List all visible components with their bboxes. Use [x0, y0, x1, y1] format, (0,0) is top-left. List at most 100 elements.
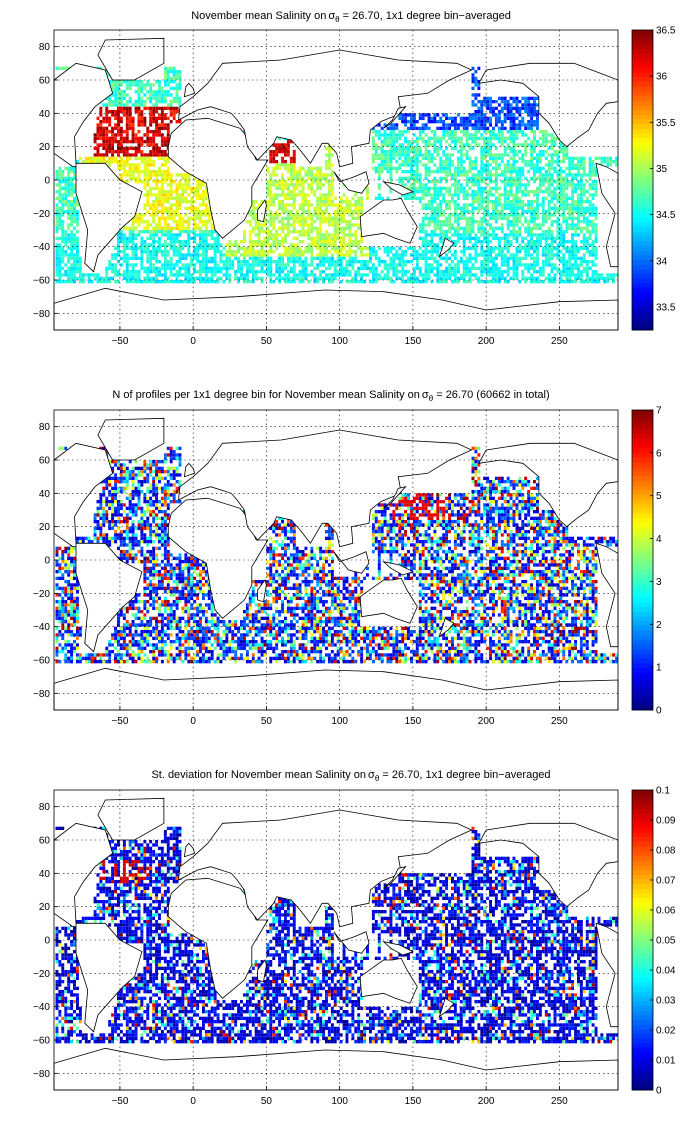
heat-cell — [559, 250, 563, 254]
heat-cell — [474, 143, 478, 147]
heat-cell — [518, 263, 522, 267]
heat-cell — [506, 240, 510, 244]
heat-cell — [565, 153, 569, 157]
heat-cell — [119, 106, 123, 111]
heat-cell — [266, 256, 270, 261]
heat-cell — [433, 213, 437, 217]
heat-cell — [436, 190, 440, 194]
heat-cell — [547, 170, 551, 174]
heat-cell — [166, 103, 170, 107]
heat-cell — [295, 273, 299, 277]
heat-cell — [325, 153, 328, 157]
heat-cell — [415, 266, 419, 271]
heat-cell — [117, 146, 120, 151]
heat-cell — [193, 246, 197, 251]
heat-cell — [541, 270, 545, 274]
heat-cell — [251, 230, 255, 234]
heat-cell — [87, 160, 91, 164]
heat-cell — [577, 170, 580, 174]
heat-cell — [178, 120, 182, 124]
heat-cell — [521, 153, 525, 157]
heat-cell — [486, 163, 490, 167]
heat-cell — [163, 246, 167, 251]
heat-cell — [386, 170, 390, 174]
heat-cell — [166, 213, 170, 217]
heat-cell — [327, 220, 331, 224]
heat-cell — [506, 103, 510, 107]
heat-cell — [163, 126, 167, 131]
heat-cell — [105, 113, 109, 117]
heat-cell — [152, 110, 156, 114]
heat-cell — [395, 133, 399, 137]
heat-cell — [374, 170, 378, 174]
heat-cell — [143, 270, 147, 274]
heat-cell — [330, 186, 334, 191]
heat-cell — [524, 133, 528, 137]
heat-cell — [492, 153, 495, 157]
heat-cell — [480, 126, 484, 131]
heat-cell — [298, 263, 302, 267]
heat-cell — [398, 113, 402, 117]
heat-cell — [436, 180, 440, 184]
heat-cell — [483, 146, 487, 151]
heat-cell — [497, 153, 501, 157]
heat-cell — [345, 203, 349, 207]
heat-cell — [284, 166, 287, 171]
heat-cell — [292, 253, 296, 257]
heat-cell — [143, 213, 147, 217]
heat-cell — [421, 193, 425, 197]
heat-cell — [544, 243, 548, 247]
heat-cell — [128, 120, 132, 124]
heat-cell — [111, 113, 115, 117]
heat-cell — [114, 133, 118, 137]
heat-cell — [568, 183, 572, 187]
heat-cell — [366, 190, 369, 194]
heat-cell — [439, 246, 443, 251]
heat-cell — [160, 210, 164, 214]
heat-cell — [527, 163, 531, 167]
heat-cell — [78, 273, 82, 277]
heat-cell — [442, 196, 446, 201]
heat-cell — [263, 216, 267, 221]
heat-cell — [433, 140, 437, 144]
heat-cell — [489, 173, 493, 177]
heat-cell — [363, 266, 367, 271]
heat-cell — [433, 146, 437, 151]
heat-cell — [386, 136, 390, 141]
heat-cell — [486, 150, 490, 154]
heat-cell — [574, 163, 578, 167]
heat-cell — [544, 156, 548, 161]
heat-cell — [401, 146, 405, 151]
heat-cell — [301, 266, 305, 271]
heat-cell — [336, 206, 340, 211]
heat-cell — [530, 200, 534, 204]
heat-cell — [433, 246, 437, 251]
heat-cell — [237, 263, 241, 267]
heat-cell — [494, 213, 498, 217]
heat-cell — [58, 66, 62, 71]
heat-cell — [415, 143, 419, 147]
heat-cell — [117, 103, 120, 107]
heat-cell — [494, 153, 498, 157]
heat-cell — [169, 260, 173, 264]
heat-cell — [489, 186, 493, 191]
heat-cell — [172, 180, 176, 184]
heat-cell — [588, 213, 592, 217]
heat-cell — [404, 170, 408, 174]
heat-cell — [427, 243, 431, 247]
heat-cell — [137, 230, 141, 234]
heat-cell — [536, 110, 539, 114]
heat-cell — [456, 160, 460, 164]
heat-cell — [354, 243, 358, 247]
heat-cell — [119, 250, 123, 254]
heat-cell — [594, 256, 598, 261]
heat-cell — [78, 156, 82, 161]
heat-cell — [486, 200, 490, 204]
heat-cell — [278, 193, 282, 197]
heat-cell — [480, 253, 484, 257]
heat-cell — [509, 230, 513, 234]
heat-cell — [128, 116, 132, 121]
heat-cell — [307, 176, 311, 181]
heat-cell — [424, 266, 428, 271]
heat-cell — [319, 233, 323, 237]
